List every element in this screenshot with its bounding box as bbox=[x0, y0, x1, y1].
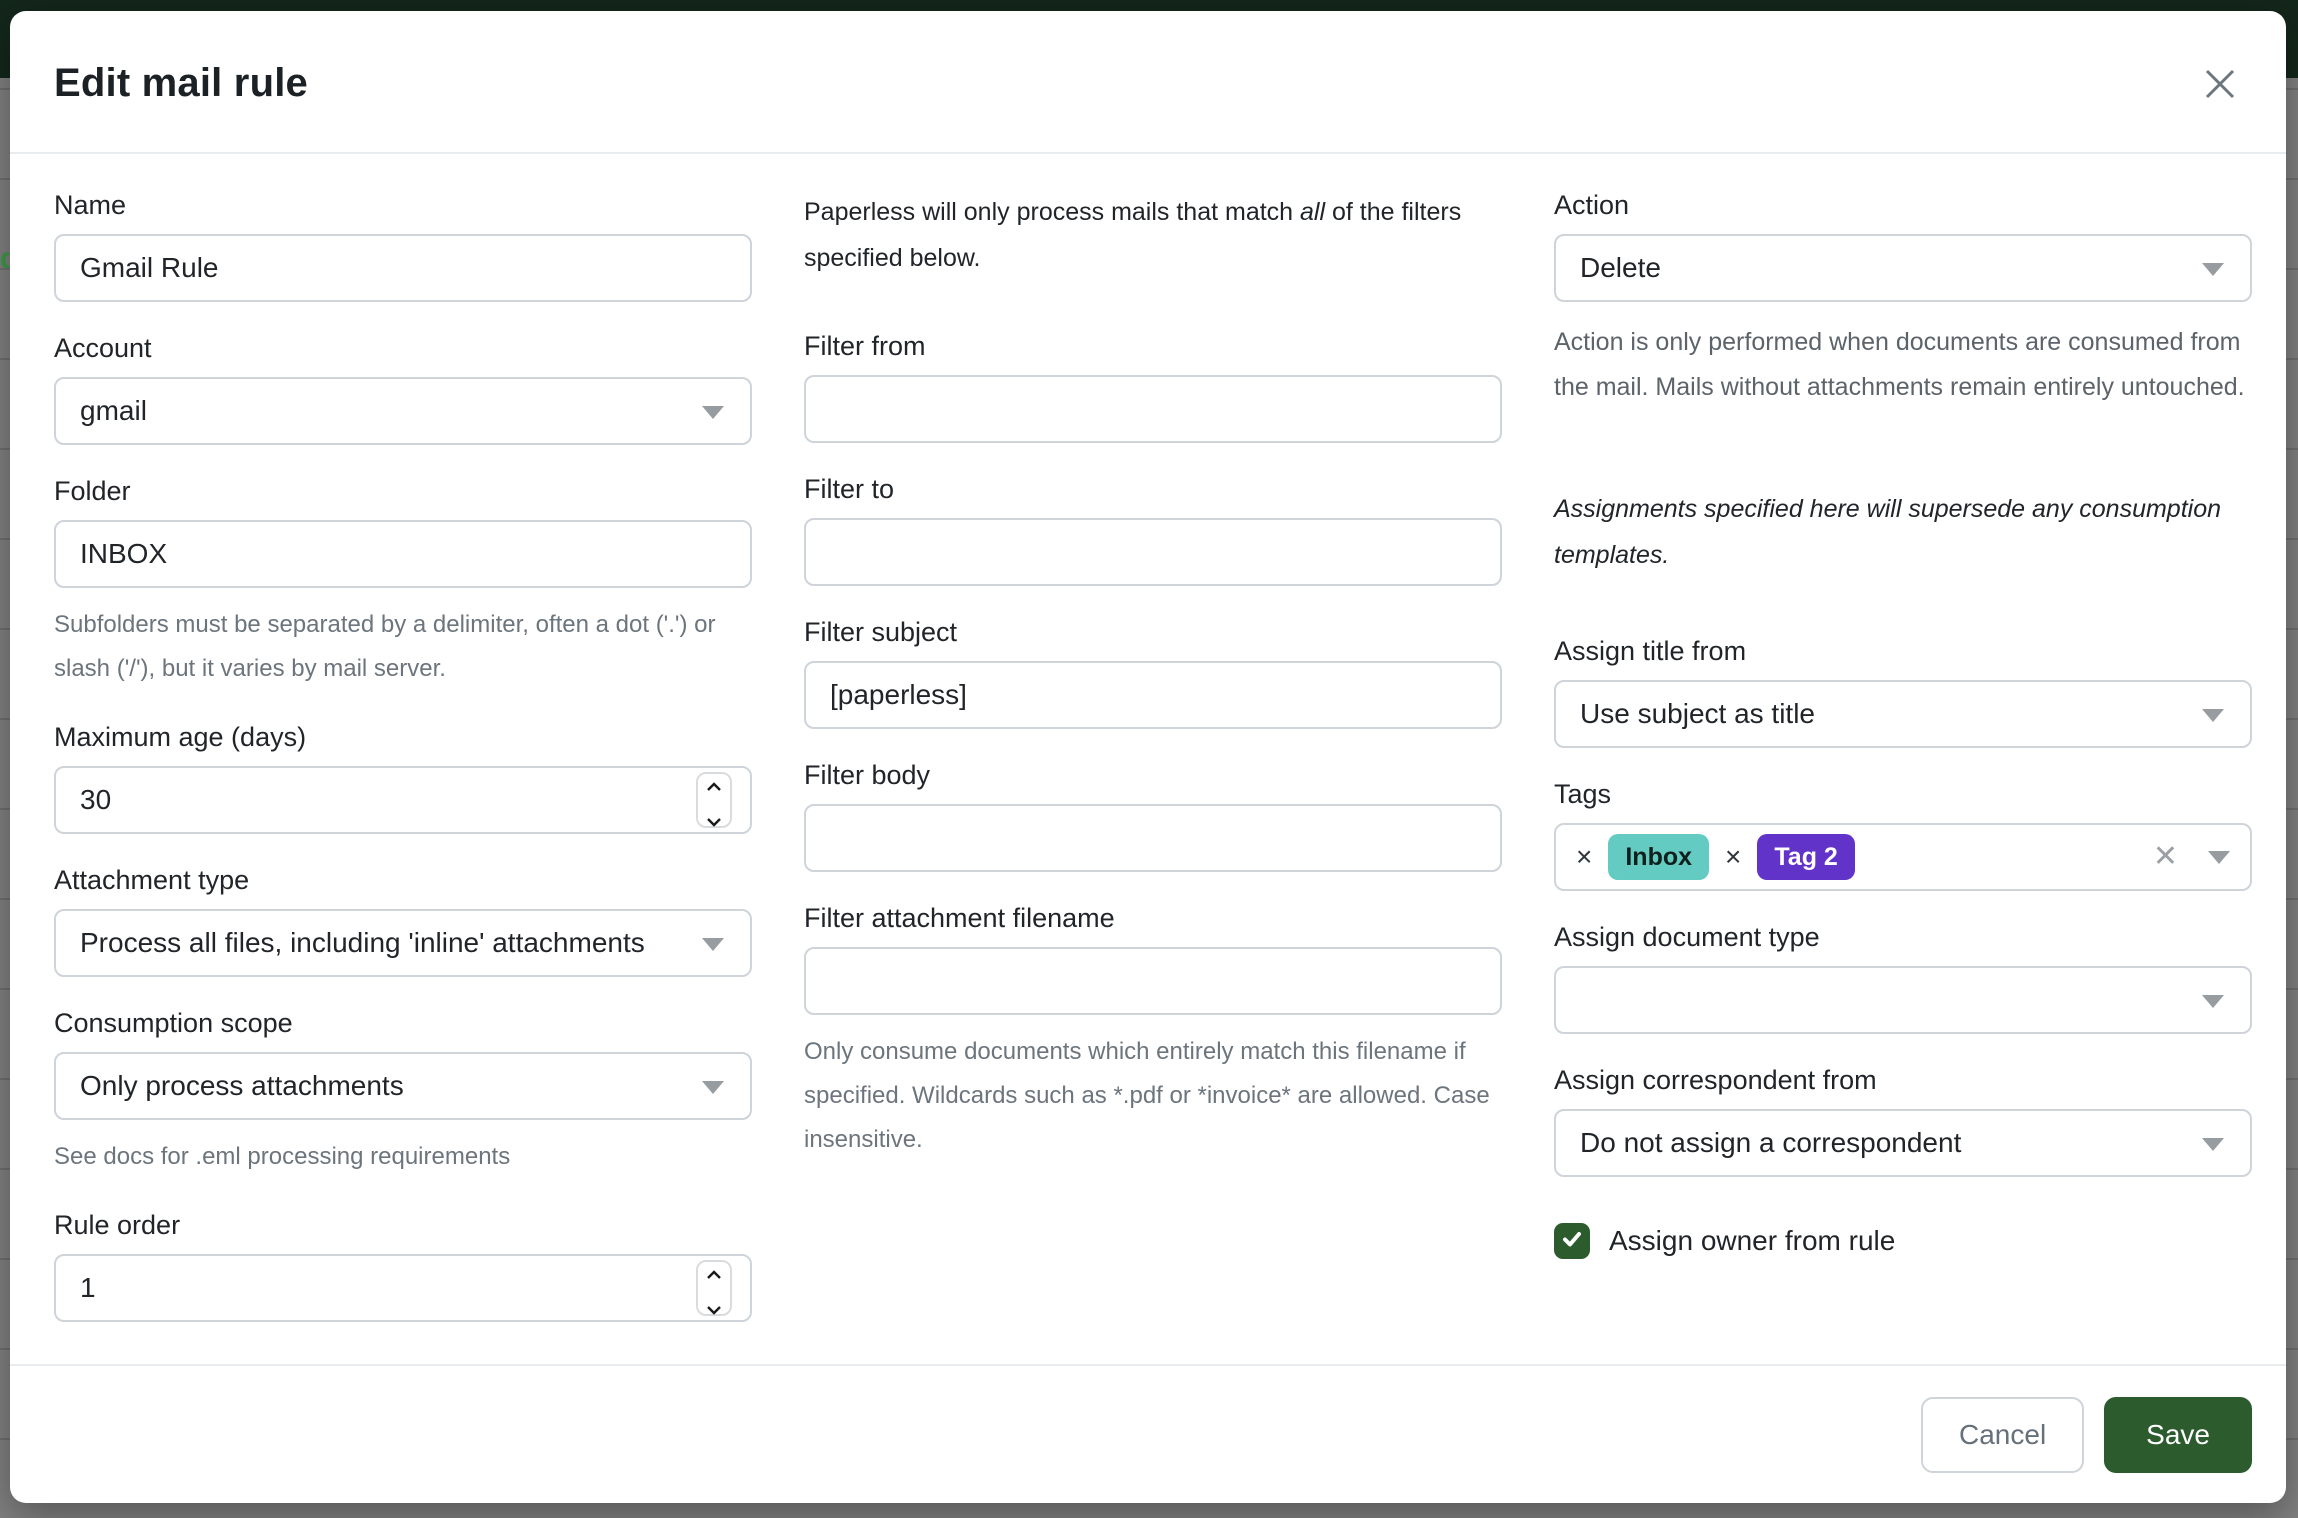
account-label: Account bbox=[54, 333, 152, 363]
action-label: Action bbox=[1554, 190, 1630, 220]
account-field-group: Account gmail bbox=[54, 333, 752, 445]
action-field-group: Action Delete Action is only performed w… bbox=[1554, 190, 2252, 409]
background-text-fragment: d bbox=[0, 242, 9, 282]
assign-owner-label: Assign owner from rule bbox=[1609, 1225, 1896, 1256]
number-stepper[interactable] bbox=[696, 1260, 732, 1317]
filter-body-label: Filter body bbox=[804, 760, 931, 790]
consumption-scope-field-group: Consumption scope Only process attachmen… bbox=[54, 1008, 752, 1179]
save-button[interactable]: Save bbox=[2104, 1396, 2252, 1473]
filter-from-input[interactable] bbox=[804, 375, 1502, 443]
tag-badge-inbox[interactable]: Inbox bbox=[1608, 834, 1710, 880]
stepper-up-icon[interactable] bbox=[706, 1254, 722, 1286]
column-filters: Paperless will only process mails that m… bbox=[804, 190, 1502, 1364]
chevron-down-icon bbox=[2208, 850, 2230, 864]
attachment-type-label: Attachment type bbox=[54, 865, 250, 896]
assign-owner-row: Assign owner from rule bbox=[1554, 1223, 2252, 1259]
name-input[interactable]: Gmail Rule bbox=[54, 234, 752, 302]
tags-clear-button[interactable]: ✕ bbox=[2152, 840, 2178, 873]
assign-doctype-select[interactable] bbox=[1554, 966, 2252, 1034]
edit-mail-rule-modal: Edit mail rule Name Gmail Rule Account bbox=[10, 11, 2286, 1503]
consumption-scope-hint: See docs for .eml processing requirement… bbox=[54, 1143, 511, 1171]
chevron-down-icon bbox=[2202, 709, 2224, 722]
folder-hint: Subfolders must be separated by a delimi… bbox=[54, 611, 716, 683]
chevron-down-icon bbox=[702, 938, 724, 952]
chevron-down-icon bbox=[702, 1081, 724, 1095]
attachment-type-select[interactable]: Process all files, including 'inline' at… bbox=[54, 909, 752, 978]
filter-body-field-group: Filter body bbox=[804, 760, 1502, 872]
column-general: Name Gmail Rule Account gmail Folder INB… bbox=[54, 190, 752, 1364]
tag-badge-tag2[interactable]: Tag 2 bbox=[1757, 834, 1855, 880]
stepper-down-icon[interactable] bbox=[706, 1290, 722, 1322]
close-button[interactable] bbox=[2198, 63, 2242, 107]
stepper-up-icon[interactable] bbox=[706, 766, 722, 798]
modal-footer: Cancel Save bbox=[10, 1364, 2286, 1503]
filter-filename-input[interactable] bbox=[804, 947, 1502, 1015]
chevron-down-icon bbox=[2202, 1138, 2224, 1151]
folder-label: Folder bbox=[54, 476, 131, 506]
folder-input[interactable]: INBOX bbox=[54, 520, 752, 588]
assign-correspondent-select[interactable]: Do not assign a correspondent bbox=[1554, 1109, 2252, 1177]
account-select[interactable]: gmail bbox=[54, 377, 752, 445]
filter-to-label: Filter to bbox=[804, 474, 895, 504]
modal-header: Edit mail rule bbox=[10, 11, 2286, 154]
consumption-scope-select[interactable]: Only process attachments bbox=[54, 1052, 752, 1121]
assign-title-field-group: Assign title from Use subject as title bbox=[1554, 636, 2252, 748]
filter-body-input[interactable] bbox=[804, 804, 1502, 872]
filter-filename-hint: Only consume documents which entirely ma… bbox=[804, 1038, 1490, 1154]
filter-filename-label: Filter attachment filename bbox=[804, 903, 1115, 933]
assign-owner-checkbox[interactable] bbox=[1554, 1223, 1590, 1259]
consumption-scope-label: Consumption scope bbox=[54, 1008, 293, 1039]
filter-to-input[interactable] bbox=[804, 518, 1502, 586]
tag-remove-button[interactable]: × bbox=[1576, 841, 1593, 872]
filter-filename-field-group: Filter attachment filename Only consume … bbox=[804, 903, 1502, 1162]
chevron-down-icon bbox=[2202, 263, 2224, 276]
filter-subject-field-group: Filter subject [paperless] bbox=[804, 617, 1502, 729]
rule-order-input[interactable]: 1 bbox=[54, 1254, 752, 1323]
assign-correspondent-field-group: Assign correspondent from Do not assign … bbox=[1554, 1065, 2252, 1177]
tag-remove-button[interactable]: × bbox=[1725, 841, 1742, 872]
filter-from-label: Filter from bbox=[804, 331, 926, 361]
assign-doctype-label: Assign document type bbox=[1554, 922, 1820, 952]
max-age-input[interactable]: 30 bbox=[54, 766, 752, 835]
assign-title-select[interactable]: Use subject as title bbox=[1554, 680, 2252, 748]
filter-to-field-group: Filter to bbox=[804, 474, 1502, 586]
action-help-text: Action is only performed when documents … bbox=[1554, 328, 2245, 401]
modal-body: Name Gmail Rule Account gmail Folder INB… bbox=[10, 154, 2286, 1364]
assign-correspondent-label: Assign correspondent from bbox=[1554, 1065, 1877, 1095]
filter-subject-input[interactable]: [paperless] bbox=[804, 661, 1502, 729]
assign-doctype-field-group: Assign document type bbox=[1554, 922, 2252, 1034]
filter-subject-label: Filter subject bbox=[804, 617, 958, 647]
column-actions: Action Delete Action is only performed w… bbox=[1554, 190, 2252, 1364]
filters-intro-text: Paperless will only process mails that m… bbox=[804, 198, 1462, 272]
stepper-down-icon[interactable] bbox=[706, 802, 722, 834]
modal-title: Edit mail rule bbox=[54, 61, 308, 105]
tags-multiselect[interactable]: × Inbox × Tag 2 ✕ bbox=[1554, 823, 2252, 891]
rule-order-field-group: Rule order 1 bbox=[54, 1210, 752, 1323]
tags-field-group: Tags × Inbox × Tag 2 ✕ bbox=[1554, 779, 2252, 891]
filter-from-field-group: Filter from bbox=[804, 331, 1502, 443]
cancel-button[interactable]: Cancel bbox=[1921, 1396, 2085, 1473]
rule-order-label: Rule order bbox=[54, 1210, 181, 1241]
checkmark-icon bbox=[1560, 1227, 1584, 1256]
assign-title-label: Assign title from bbox=[1554, 636, 1747, 666]
number-stepper[interactable] bbox=[696, 772, 732, 829]
tags-label: Tags bbox=[1554, 779, 1612, 809]
name-label: Name bbox=[54, 190, 127, 220]
attachment-type-field-group: Attachment type Process all files, inclu… bbox=[54, 865, 752, 978]
chevron-down-icon bbox=[702, 406, 724, 419]
close-icon bbox=[2201, 65, 2239, 106]
assignments-note: Assignments specified here will supersed… bbox=[1554, 495, 2222, 569]
name-field-group: Name Gmail Rule bbox=[54, 190, 752, 302]
chevron-down-icon bbox=[2202, 995, 2224, 1008]
max-age-field-group: Maximum age (days) 30 bbox=[54, 722, 752, 835]
max-age-label: Maximum age (days) bbox=[54, 722, 307, 753]
action-select[interactable]: Delete bbox=[1554, 234, 2252, 302]
folder-field-group: Folder INBOX Subfolders must be separate… bbox=[54, 476, 752, 691]
